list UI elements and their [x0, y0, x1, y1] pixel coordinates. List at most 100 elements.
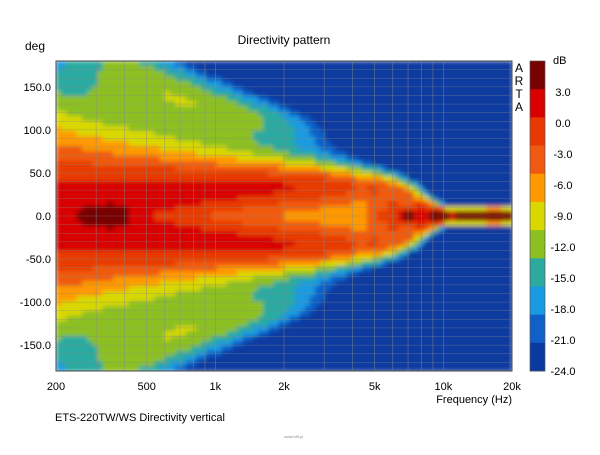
heatmap-cell: [418, 61, 425, 67]
heatmap-cell: [309, 356, 316, 362]
heatmap-cell: [180, 361, 187, 367]
heatmap-cell: [423, 156, 430, 162]
heatmap-cell: [107, 311, 114, 317]
heatmap-cell: [398, 171, 404, 177]
heatmap-cell: [315, 361, 321, 367]
heatmap-cell: [325, 261, 332, 267]
heatmap-cell: [413, 361, 420, 367]
heatmap-cell: [284, 96, 290, 102]
heatmap-cell: [418, 86, 425, 92]
heatmap-cell: [268, 291, 275, 297]
heatmap-cell: [398, 271, 404, 277]
heatmap-cell: [237, 181, 244, 187]
heatmap-cell: [71, 121, 78, 127]
heatmap-cell: [460, 271, 466, 277]
heatmap-cell: [237, 116, 244, 122]
heatmap-cell: [66, 116, 73, 122]
heatmap-cell: [87, 246, 93, 252]
heatmap-cell: [398, 266, 404, 272]
heatmap-cell: [434, 326, 441, 332]
heatmap-cell: [423, 361, 430, 367]
heatmap-cell: [190, 296, 197, 302]
heatmap-cell: [278, 256, 285, 262]
heatmap-cell: [61, 176, 67, 182]
heatmap-cell: [133, 366, 140, 371]
heatmap-cell: [387, 341, 394, 347]
heatmap-cell: [128, 136, 135, 142]
heatmap-cell: [128, 186, 135, 192]
heatmap-cell: [190, 261, 197, 267]
heatmap-cell: [185, 201, 192, 207]
heatmap-cell: [185, 276, 192, 282]
heatmap-cell: [346, 66, 352, 72]
heatmap-cell: [263, 171, 270, 177]
heatmap-cell: [315, 241, 321, 247]
heatmap-cell: [56, 336, 62, 342]
heatmap-cell: [175, 366, 181, 371]
heatmap-cell: [175, 261, 181, 267]
heatmap-cell: [159, 296, 166, 302]
heatmap-cell: [434, 216, 441, 222]
heatmap-cell: [341, 186, 347, 192]
heatmap-cell: [325, 286, 332, 292]
heatmap-cell: [325, 326, 332, 332]
heatmap-cell: [128, 166, 135, 172]
heatmap-cell: [180, 261, 187, 267]
heatmap-cell: [221, 266, 228, 272]
heatmap-cell: [242, 311, 249, 317]
heatmap-cell: [460, 331, 466, 337]
heatmap-cell: [258, 226, 264, 232]
heatmap-cell: [159, 201, 166, 207]
heatmap-cell: [377, 361, 384, 367]
heatmap-cell: [227, 126, 233, 132]
heatmap-cell: [387, 261, 394, 267]
heatmap-cell: [216, 261, 223, 267]
heatmap-cell: [444, 321, 451, 327]
heatmap-cell: [361, 261, 368, 267]
heatmap-cell: [382, 96, 389, 102]
heatmap-cell: [460, 106, 466, 112]
heatmap-cell: [201, 61, 207, 67]
heatmap-cell: [408, 136, 415, 142]
heatmap-cell: [444, 366, 451, 371]
heatmap-cell: [216, 341, 223, 347]
heatmap-cell: [206, 301, 213, 307]
heatmap-cell: [164, 316, 171, 322]
heatmap-cell: [382, 161, 389, 167]
heatmap-cell: [164, 186, 171, 192]
heatmap-cell: [128, 241, 135, 247]
heatmap-cell: [185, 176, 192, 182]
heatmap-cell: [366, 251, 373, 257]
heatmap-cell: [341, 81, 347, 87]
heatmap-cell: [387, 276, 394, 282]
heatmap-cell: [102, 356, 109, 362]
heatmap-cell: [325, 336, 332, 342]
heatmap-cell: [221, 256, 228, 262]
heatmap-cell: [361, 76, 368, 82]
heatmap-cell: [76, 81, 83, 87]
heatmap-cell: [460, 176, 466, 182]
heatmap-cell: [190, 116, 197, 122]
heatmap-cell: [159, 336, 166, 342]
heatmap-cell: [92, 346, 99, 352]
heatmap-cell: [66, 101, 73, 107]
heatmap-cell: [439, 106, 446, 112]
heatmap-cell: [434, 241, 441, 247]
heatmap-cell: [56, 146, 62, 152]
heatmap-cell: [206, 226, 213, 232]
heatmap-cell: [216, 81, 223, 87]
heatmap-cell: [195, 216, 202, 222]
heatmap-cell: [170, 226, 176, 232]
heatmap-cell: [180, 61, 187, 67]
heatmap-cell: [133, 181, 140, 187]
heatmap-cell: [221, 186, 228, 192]
heatmap-cell: [123, 181, 130, 187]
heatmap-cell: [190, 276, 197, 282]
heatmap-cell: [232, 141, 238, 147]
heatmap-cell: [128, 331, 135, 337]
heatmap-cell: [392, 91, 399, 97]
heatmap-cell: [87, 281, 93, 287]
heatmap-cell: [289, 266, 295, 272]
heatmap-cell: [304, 251, 311, 257]
heatmap-cell: [366, 236, 373, 242]
